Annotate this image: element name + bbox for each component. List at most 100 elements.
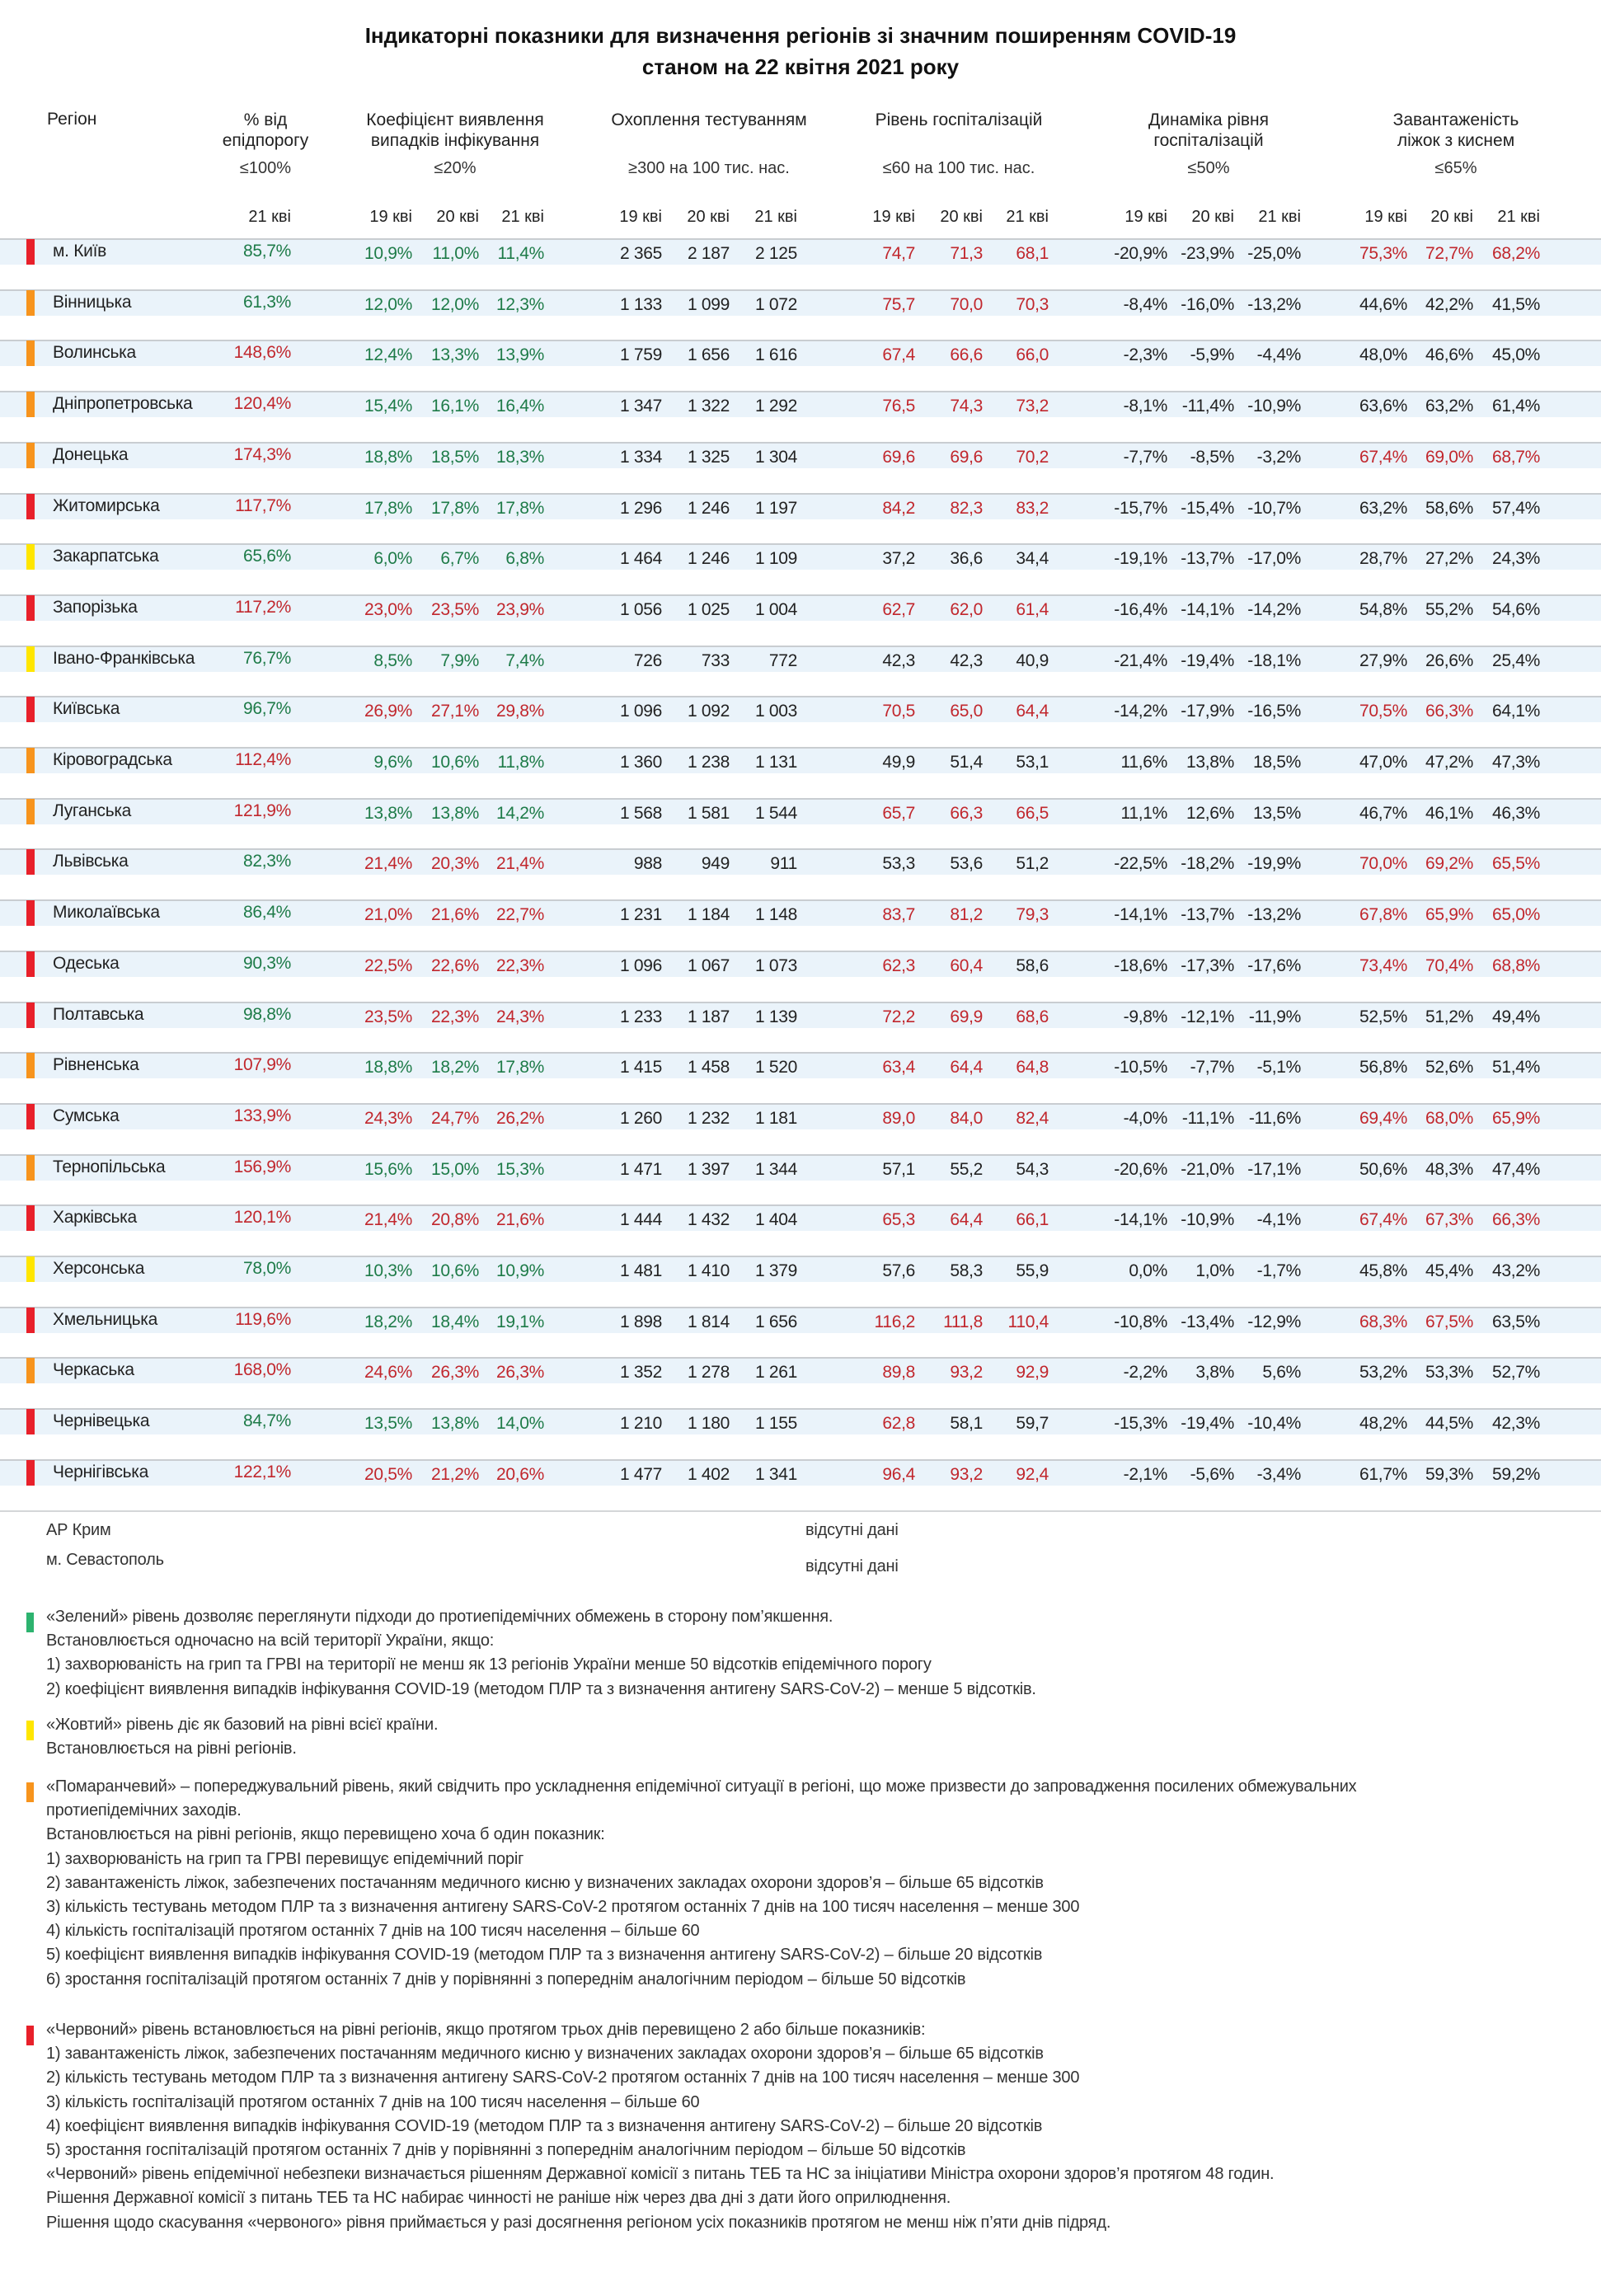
cell-epid: 96,7% [242,699,291,718]
cell-beds: 59,3% [1425,1465,1473,1484]
cell-epid: 98,8% [242,1005,291,1024]
cell-hosp: 65,0 [950,702,983,721]
cell-beds: 45,8% [1359,1261,1407,1280]
cell-test: 1 471 [619,1160,662,1179]
table-row [0,1154,1601,1181]
cell-beds: 49,4% [1491,1007,1540,1026]
cell-hosp: 69,9 [950,1007,983,1026]
cell-coef: 24,6% [364,1363,412,1382]
cell-beds: 66,3% [1425,702,1473,721]
cell-test: 1 092 [687,702,730,721]
cell-dyn: -22,5% [1114,854,1167,873]
table-row [0,289,1601,316]
cell-epid: 168,0% [233,1360,292,1379]
cell-coef: 14,2% [495,804,544,823]
cell-beds: 64,1% [1491,702,1540,721]
cell-hosp: 79,3 [1016,905,1049,924]
cell-beds: 51,4% [1491,1058,1540,1077]
cell-epid: 90,3% [242,954,291,973]
cell-coef: 9,6% [373,753,412,772]
missing-region-name: м. Севастополь [46,1551,164,1569]
level-indicator-red [26,239,35,265]
cell-epid: 78,0% [242,1259,291,1278]
cell-hosp: 60,4 [950,956,983,975]
cell-coef: 23,0% [364,600,412,619]
cell-hosp: 66,0 [1016,345,1049,364]
cell-epid: 61,3% [242,293,291,312]
cell-coef: 13,8% [430,1414,479,1433]
cell-dyn: -11,6% [1248,1109,1301,1128]
region-name: Хмельницька [53,1310,157,1329]
cell-test: 1 759 [619,345,662,364]
cell-coef: 20,6% [495,1465,544,1484]
cell-test: 2 125 [754,244,797,263]
cell-test: 1 004 [754,600,797,619]
cell-dyn: -20,9% [1114,244,1167,263]
cell-coef: 10,3% [364,1261,412,1280]
date-header: 20 кві [1191,208,1234,226]
cell-hosp: 64,4 [950,1058,983,1077]
cell-test: 1 233 [619,1007,662,1026]
cell-hosp: 111,8 [943,1312,983,1331]
cell-beds: 54,8% [1359,600,1407,619]
legend-orange-text: 4) кількість госпіталізацій протягом ост… [46,1922,700,1941]
cell-beds: 67,4% [1359,1210,1407,1229]
cell-test: 1 344 [754,1160,797,1179]
region-name: Волинська [53,343,136,362]
cell-hosp: 58,1 [950,1414,983,1433]
table-row [0,1307,1601,1333]
cell-hosp: 66,5 [1016,804,1049,823]
cell-hosp: 40,9 [1016,651,1049,670]
region-name: Харківська [53,1208,137,1227]
legend-green-marker [26,1613,34,1632]
cell-dyn: -10,7% [1247,499,1301,518]
cell-dyn: -8,1% [1123,397,1168,416]
cell-dyn: 11,6% [1120,753,1168,772]
table-row [0,798,1601,824]
level-indicator-red [26,1460,35,1486]
cell-test: 1 246 [687,499,730,518]
column-header-coef: Коефіцієнт виявлення [366,110,544,129]
cell-hosp: 83,2 [1016,499,1049,518]
cell-beds: 46,6% [1425,345,1473,364]
level-indicator-orange [26,1155,35,1181]
level-indicator-yellow [26,646,35,672]
cell-hosp: 83,7 [882,905,915,924]
cell-dyn: -21,4% [1114,651,1167,670]
legend-yellow-text: «Жовтий» рівень діє як базовий на рівні … [46,1716,439,1734]
cell-hosp: 70,2 [1016,448,1049,467]
level-indicator-red [26,1308,35,1333]
region-name: Дніпропетровська [53,394,193,413]
cell-test: 1 187 [687,1007,730,1026]
cell-dyn: -21,0% [1181,1160,1234,1179]
cell-hosp: 69,6 [950,448,983,467]
cell-coef: 21,0% [364,905,412,924]
table-row [0,594,1601,621]
cell-beds: 24,3% [1491,549,1540,568]
date-header: 21 кві [248,208,291,226]
cell-hosp: 65,3 [882,1210,915,1229]
cell-coef: 23,9% [495,600,544,619]
cell-hosp: 51,2 [1016,854,1049,873]
cell-dyn: -13,2% [1247,905,1301,924]
level-indicator-red [26,1104,35,1129]
cell-test: 1 232 [687,1109,730,1128]
cell-hosp: 58,6 [1016,956,1049,975]
legend-orange-text: «Помаранчевий» – попереджувальний рівень… [46,1777,1357,1796]
cell-coef: 21,2% [430,1465,479,1484]
threshold-coef: ≤20% [434,159,477,177]
cell-hosp: 116,2 [874,1312,916,1331]
cell-dyn: -10,9% [1181,1210,1234,1229]
cell-hosp: 59,7 [1016,1414,1049,1433]
column-header-epid: % від [243,110,288,129]
cell-coef: 19,1% [495,1312,544,1331]
cell-dyn: -15,3% [1114,1414,1167,1433]
date-header: 20 кві [1430,208,1473,226]
cell-coef: 6,7% [440,549,479,568]
cell-beds: 52,5% [1359,1007,1407,1026]
level-indicator-orange [26,392,35,417]
date-header: 21 кві [754,208,797,226]
cell-hosp: 76,5 [882,397,915,416]
cell-test: 949 [701,854,730,873]
cell-beds: 68,0% [1425,1109,1473,1128]
